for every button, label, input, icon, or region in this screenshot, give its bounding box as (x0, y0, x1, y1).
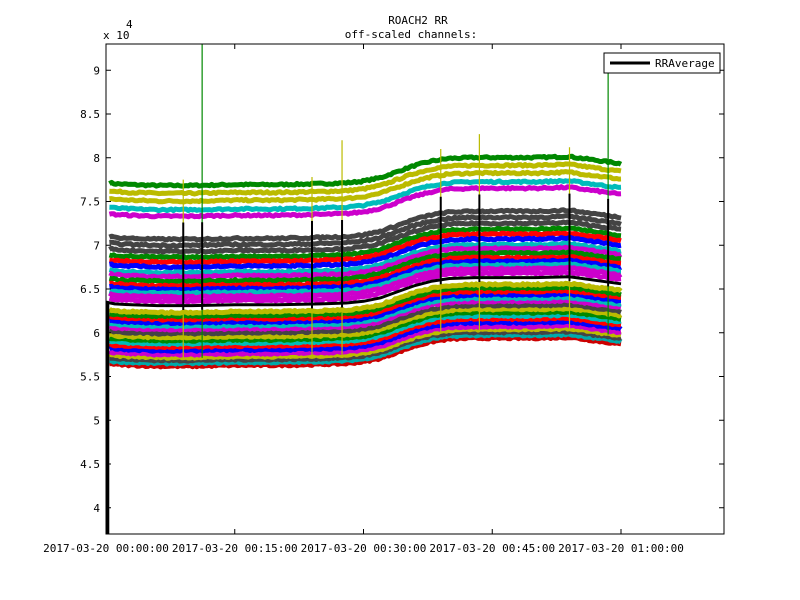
x-tick-label: 2017-03-20 00:00:00 (43, 542, 169, 555)
y-tick-label: 7 (93, 239, 100, 252)
channel-band (109, 178, 622, 214)
x-tick-label: 2017-03-20 00:15:00 (172, 542, 298, 555)
channel-band (109, 254, 622, 290)
y-tick-label: 5.5 (80, 371, 100, 384)
x-tick-label: 2017-03-20 01:00:00 (558, 542, 684, 555)
y-multiplier-exponent: 4 (126, 18, 133, 31)
y-tick-label: 6 (93, 327, 100, 340)
channel-band (108, 153, 623, 189)
chart-subtitle: off-scaled channels: (345, 28, 477, 41)
y-tick-label: 6.5 (80, 283, 100, 296)
x-axis: 2017-03-20 00:00:00 2017-03-20 00:15:00 20… (43, 44, 684, 555)
average-series (106, 275, 622, 534)
legend: RRAverage (603, 52, 721, 74)
channel-band (108, 287, 622, 323)
channel-band (108, 269, 622, 305)
channel-band (109, 294, 622, 330)
channel-band (108, 244, 623, 280)
y-tick-label: 7.5 (80, 196, 100, 209)
channel-band (109, 305, 623, 341)
chart-title: ROACH2 RR (388, 14, 448, 27)
channel-band (109, 284, 622, 320)
channel-bands (107, 153, 623, 370)
channel-band (108, 240, 622, 276)
channel-band (109, 161, 622, 197)
y-axis: 4 4.5 5 5.5 6 6.5 7 7.5 8 8.5 9 (80, 64, 724, 515)
channel-band (108, 219, 622, 255)
channel-band (108, 249, 622, 285)
channel-spikes (182, 44, 610, 359)
channel-band (109, 230, 622, 266)
channel-band (108, 325, 622, 361)
channel-band (107, 322, 622, 358)
x-tick-label: 2017-03-20 00:30:00 (301, 542, 427, 555)
legend-label-rraverage: RRAverage (655, 57, 715, 70)
channel-band (108, 265, 623, 301)
y-tick-label: 4.5 (80, 458, 100, 471)
channel-band (108, 318, 623, 354)
channel-band (109, 257, 622, 293)
y-tick-label: 4 (93, 502, 100, 515)
channel-band (108, 225, 622, 261)
channel-band (108, 308, 622, 344)
channel-band (108, 184, 622, 220)
y-tick-label: 5 (93, 414, 100, 427)
legend-box (603, 52, 721, 74)
channel-band (108, 301, 622, 337)
y-tick-label: 8.5 (80, 108, 100, 121)
series-line-rraverage (106, 275, 622, 308)
channel-band (109, 169, 622, 205)
channel-band (109, 213, 622, 249)
channel-band (108, 261, 622, 297)
y-tick-label: 8 (93, 152, 100, 165)
y-tick-label: 9 (93, 64, 100, 77)
channel-band (109, 297, 622, 333)
channel-band (108, 200, 622, 237)
channel-band (108, 207, 622, 243)
y-multiplier: x 10 (103, 29, 130, 42)
x-tick-label: 2017-03-20 00:45:00 (429, 542, 555, 555)
channel-band (107, 280, 623, 316)
channel-band (109, 234, 622, 271)
